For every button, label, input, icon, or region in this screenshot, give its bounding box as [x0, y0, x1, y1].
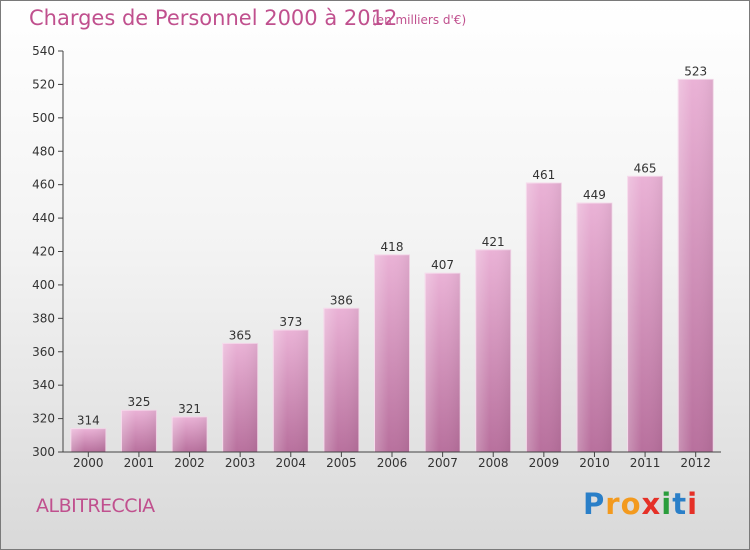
- bar-shine: [475, 249, 511, 452]
- x-tick-label: 2005: [326, 456, 357, 470]
- y-axis: 300 320 340 360 380 400 420 440 460 480 500 520 540: [32, 44, 64, 459]
- bar-shine: [627, 176, 663, 452]
- data-label: 523: [684, 64, 707, 78]
- data-label: 461: [532, 168, 555, 182]
- y-tick-label: 360: [32, 345, 55, 359]
- bar-shine: [273, 330, 309, 452]
- bar-shine: [374, 254, 410, 452]
- data-label: 418: [381, 240, 404, 254]
- x-tick-label: 2007: [427, 456, 458, 470]
- y-tick-label: 460: [32, 178, 55, 192]
- commune-name: ALBITRECCIA: [36, 495, 155, 517]
- logo-letter: i: [687, 487, 699, 521]
- chart-title: Charges de Personnel 2000 à 2012: [29, 6, 398, 30]
- data-label: 373: [279, 315, 302, 329]
- x-tick-label: 2010: [579, 456, 610, 470]
- bar-shine: [678, 79, 714, 452]
- bar-shine: [526, 182, 562, 452]
- logo-letter: x: [641, 487, 662, 521]
- y-tick-label: 540: [32, 44, 55, 58]
- logo-letter: r: [605, 487, 621, 521]
- x-tick-label: 2002: [174, 456, 205, 470]
- y-tick-label: 400: [32, 278, 55, 292]
- data-label: 386: [330, 293, 353, 307]
- logo-letter: P: [583, 487, 606, 521]
- x-tick-label: 2003: [225, 456, 256, 470]
- data-label: 407: [431, 258, 454, 272]
- data-label: 465: [634, 161, 657, 175]
- x-tick-label: 2006: [377, 456, 408, 470]
- x-tick-label: 2004: [275, 456, 306, 470]
- x-tick-label: 2000: [73, 456, 104, 470]
- x-tick-label: 2012: [680, 456, 711, 470]
- proxiti-logo: Proxiti: [583, 487, 698, 521]
- data-label: 449: [583, 188, 606, 202]
- y-tick-label: 420: [32, 245, 55, 259]
- x-tick-label: 2001: [124, 456, 155, 470]
- data-label: 325: [127, 395, 150, 409]
- y-tick-label: 320: [32, 412, 55, 426]
- bar-shine: [425, 273, 461, 452]
- y-tick-label: 300: [32, 445, 55, 459]
- logo-letter: i: [661, 487, 673, 521]
- y-tick-label: 380: [32, 311, 55, 325]
- bar-shine: [576, 203, 612, 452]
- y-tick-label: 500: [32, 111, 55, 125]
- x-tick-label: 2008: [478, 456, 509, 470]
- x-axis: 2000 2001 2002 2003 2004 2005 2006 2007 2008 2009…: [63, 451, 721, 470]
- bar-shine: [172, 416, 208, 452]
- data-label: 365: [229, 328, 252, 342]
- bar-shine: [323, 308, 359, 452]
- y-tick-label: 480: [32, 144, 55, 158]
- x-tick-label: 2011: [630, 456, 661, 470]
- data-label: 421: [482, 235, 505, 249]
- logo-letter: t: [672, 487, 688, 521]
- y-tick-label: 520: [32, 77, 55, 91]
- chart-subtitle: (en milliers d'€): [372, 13, 467, 27]
- bar-series: 314 325 321 365 373 386 418 407 421 461 449 465 523: [70, 64, 714, 453]
- y-tick-label: 340: [32, 378, 55, 392]
- bar-shine: [121, 410, 157, 452]
- bar-shine: [70, 428, 106, 452]
- y-tick-label: 440: [32, 211, 55, 225]
- data-label: 321: [178, 402, 201, 416]
- logo-letter: o: [620, 487, 642, 521]
- data-label: 314: [77, 414, 100, 428]
- x-tick-label: 2009: [529, 456, 560, 470]
- bar-shine: [222, 343, 258, 452]
